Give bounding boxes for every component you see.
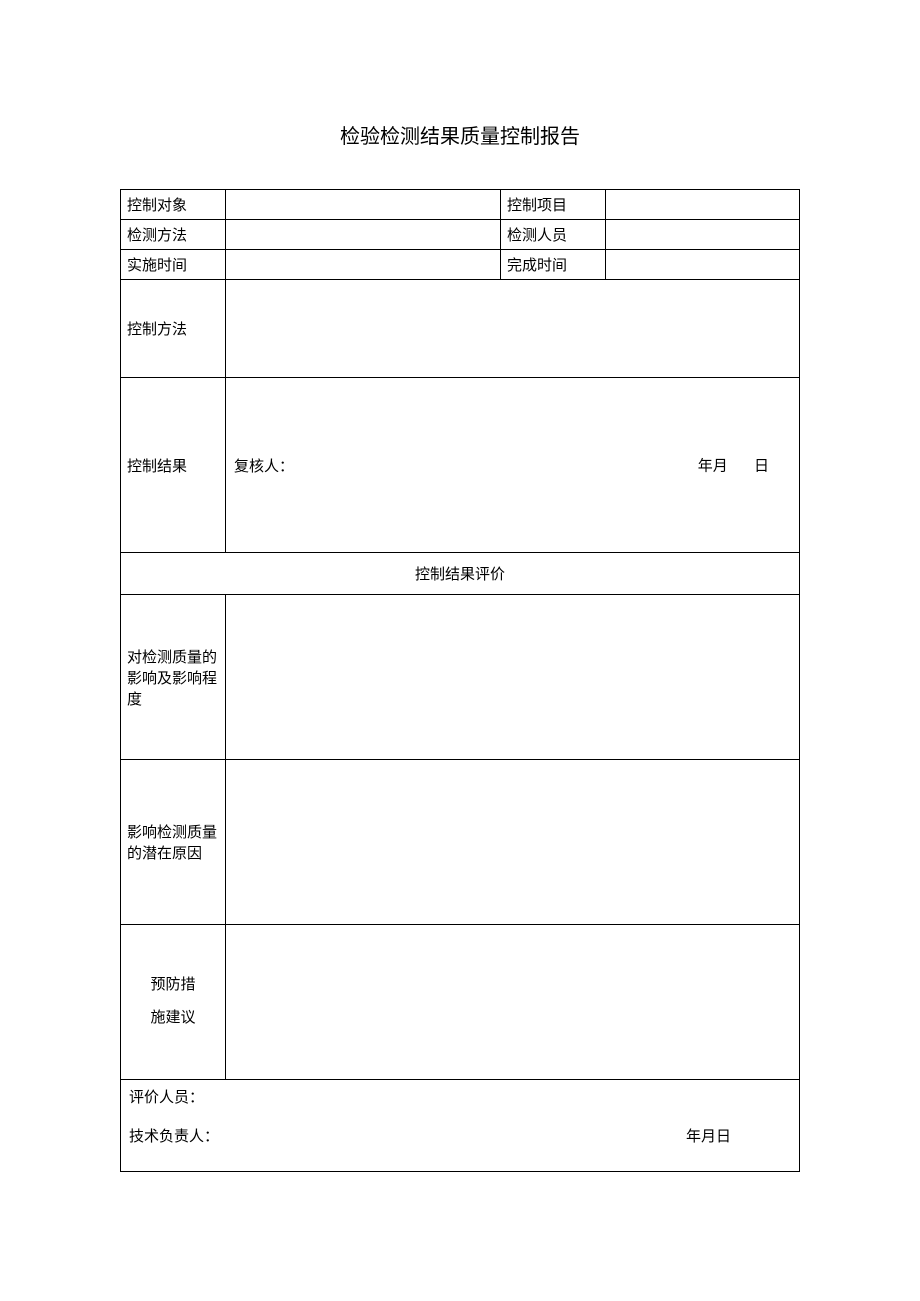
label-control-object: 控制对象	[121, 190, 226, 220]
table-row: 评价人员： 技术负责人： 年月日	[121, 1080, 800, 1172]
value-control-method	[226, 280, 800, 378]
value-impact	[226, 595, 800, 760]
tech-leader-line: 技术负责人： 年月日	[129, 1125, 791, 1146]
date-d: 日	[754, 459, 769, 475]
table-row: 控制对象 控制项目	[121, 190, 800, 220]
value-tester	[606, 220, 800, 250]
value-complete-time	[606, 250, 800, 280]
date-ym: 年月	[698, 459, 728, 475]
value-control-item	[606, 190, 800, 220]
page-title: 检验检测结果质量控制报告	[120, 120, 800, 149]
reviewer-label: 复核人：	[234, 459, 294, 475]
label-control-method: 控制方法	[121, 280, 226, 378]
footer-cell: 评价人员： 技术负责人： 年月日	[121, 1080, 800, 1172]
label-impl-time: 实施时间	[121, 250, 226, 280]
value-control-result: 复核人： 年月 日	[226, 378, 800, 553]
evaluator-label: 评价人员：	[129, 1086, 791, 1107]
value-prevention	[226, 925, 800, 1080]
label-test-method: 检测方法	[121, 220, 226, 250]
value-impl-time	[226, 250, 501, 280]
table-row: 对检测质量的影响及影响程度	[121, 595, 800, 760]
value-control-object	[226, 190, 501, 220]
result-date: 年月 日	[698, 455, 769, 476]
label-impact: 对检测质量的影响及影响程度	[121, 595, 226, 760]
label-prevention: 预防措 施建议	[121, 925, 226, 1080]
tech-leader-label: 技术负责人：	[129, 1129, 219, 1145]
report-table: 控制对象 控制项目 检测方法 检测人员 实施时间 完成时间 控制方法 控制结果 …	[120, 189, 800, 1172]
table-row: 控制方法	[121, 280, 800, 378]
table-row: 控制结果 复核人： 年月 日	[121, 378, 800, 553]
prevention-line2: 施建议	[127, 1002, 219, 1035]
prevention-line1: 预防措	[127, 969, 219, 1002]
value-test-method	[226, 220, 501, 250]
value-reason	[226, 760, 800, 925]
table-row: 检测方法 检测人员	[121, 220, 800, 250]
label-control-item: 控制项目	[501, 190, 606, 220]
label-complete-time: 完成时间	[501, 250, 606, 280]
table-row: 预防措 施建议	[121, 925, 800, 1080]
table-row: 影响检测质量的潜在原因	[121, 760, 800, 925]
label-reason: 影响检测质量的潜在原因	[121, 760, 226, 925]
eval-header: 控制结果评价	[121, 553, 800, 595]
footer-date: 年月日	[686, 1125, 731, 1146]
table-row: 控制结果评价	[121, 553, 800, 595]
label-control-result: 控制结果	[121, 378, 226, 553]
table-row: 实施时间 完成时间	[121, 250, 800, 280]
label-tester: 检测人员	[501, 220, 606, 250]
